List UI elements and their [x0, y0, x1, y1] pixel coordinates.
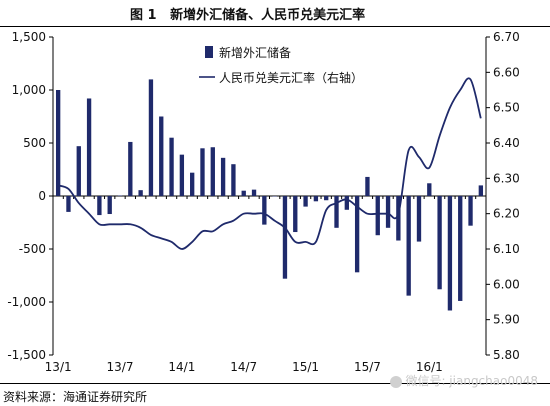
x-tick-label: 15/1	[292, 360, 319, 374]
x-tick-label: 15/7	[354, 360, 381, 374]
bar	[272, 196, 277, 197]
bar	[97, 196, 102, 216]
bar	[86, 98, 92, 196]
left-tick-label: 1,500	[12, 30, 46, 44]
bar	[478, 185, 484, 196]
figure-number: 图 1	[130, 8, 157, 23]
x-tick-label: 14/1	[168, 360, 195, 374]
legend-bar-swatch	[205, 46, 213, 58]
bar	[375, 196, 380, 236]
bar	[200, 148, 205, 196]
right-tick-label: 6.40	[493, 136, 520, 150]
line-series	[57, 77, 482, 250]
bar	[190, 172, 195, 196]
bar	[262, 196, 267, 225]
bar	[344, 196, 349, 210]
bar-series	[55, 79, 484, 311]
right-tick-label: 6.50	[493, 101, 520, 115]
watermark-text: 微信号: jiangchao0048	[405, 374, 538, 388]
bar	[148, 79, 154, 196]
right-tick-label: 6.10	[493, 242, 520, 256]
x-tick-label: 13/1	[45, 360, 72, 374]
right-tick-label: 6.20	[493, 207, 520, 221]
left-tick-label: 500	[23, 136, 46, 150]
bar	[334, 196, 339, 228]
legend-bar-label: 新增外汇储备	[219, 45, 291, 60]
right-tick-label: 6.00	[493, 277, 520, 291]
bar	[313, 196, 319, 202]
legend-line-label: 人民币兑美元汇率（右轴）	[219, 70, 363, 85]
bar	[169, 137, 174, 196]
source-note: 资料来源：海通证券研究所	[3, 390, 148, 404]
left-tick-label: -1,500	[7, 348, 46, 362]
bar	[303, 196, 308, 207]
right-tick-label: 6.70	[493, 30, 520, 44]
bar	[179, 154, 185, 196]
figure-title-bar: 图 1 新增外汇储备、人民币兑美元汇率	[0, 0, 550, 26]
bar	[251, 189, 257, 196]
bar	[365, 176, 370, 196]
figure-title-text: 新增外汇储备、人民币兑美元汇率	[170, 8, 366, 23]
bar	[293, 196, 298, 233]
x-tick-label: 14/7	[230, 360, 257, 374]
left-tick-label: 0	[38, 189, 46, 203]
bar	[210, 147, 215, 196]
source-rule	[0, 383, 550, 384]
bar	[385, 196, 391, 228]
wechat-icon	[390, 375, 403, 388]
bar	[437, 196, 442, 290]
bar	[241, 190, 246, 196]
chart: 1,500 1,000 500 0 -500 -1,000 -1,500 6.70 6.60 6.…	[7, 30, 519, 374]
legend: 新增外汇储备 人民币兑美元汇率（右轴）	[199, 45, 363, 85]
bar	[468, 196, 473, 226]
bar	[324, 196, 329, 201]
bar	[354, 196, 360, 273]
bar	[427, 183, 432, 196]
title-rule	[0, 26, 550, 27]
x-tick-label: 13/7	[107, 360, 134, 374]
chart-axes: 1,500 1,000 500 0 -500 -1,000 -1,500 6.70 6.60 6.…	[7, 30, 519, 374]
bar	[138, 190, 143, 196]
bar	[282, 196, 288, 279]
bar	[231, 164, 236, 196]
bar	[406, 196, 411, 296]
x-tick-label: 16/1	[416, 360, 443, 374]
watermark: 微信号: jiangchao0048	[390, 372, 538, 389]
bar	[458, 196, 463, 301]
left-tick-label: 1,000	[12, 83, 46, 97]
bar	[447, 196, 453, 311]
bar	[159, 116, 164, 196]
bar	[66, 196, 71, 212]
bar	[220, 157, 226, 196]
right-tick-label: 6.30	[493, 171, 520, 185]
left-tick-label: -1,000	[7, 295, 46, 309]
right-tick-label: 5.80	[493, 348, 520, 362]
bar	[107, 196, 112, 215]
figure-title: 图 1 新增外汇储备、人民币兑美元汇率	[130, 4, 365, 23]
bar	[128, 141, 133, 196]
bar	[396, 196, 401, 241]
bar	[76, 146, 81, 196]
right-tick-label: 5.90	[493, 313, 520, 327]
bar	[117, 195, 123, 196]
left-tick-label: -500	[19, 242, 46, 256]
bar	[416, 196, 422, 242]
bar	[55, 90, 61, 196]
exchange-rate-line	[57, 77, 482, 250]
right-tick-label: 6.60	[493, 65, 520, 79]
